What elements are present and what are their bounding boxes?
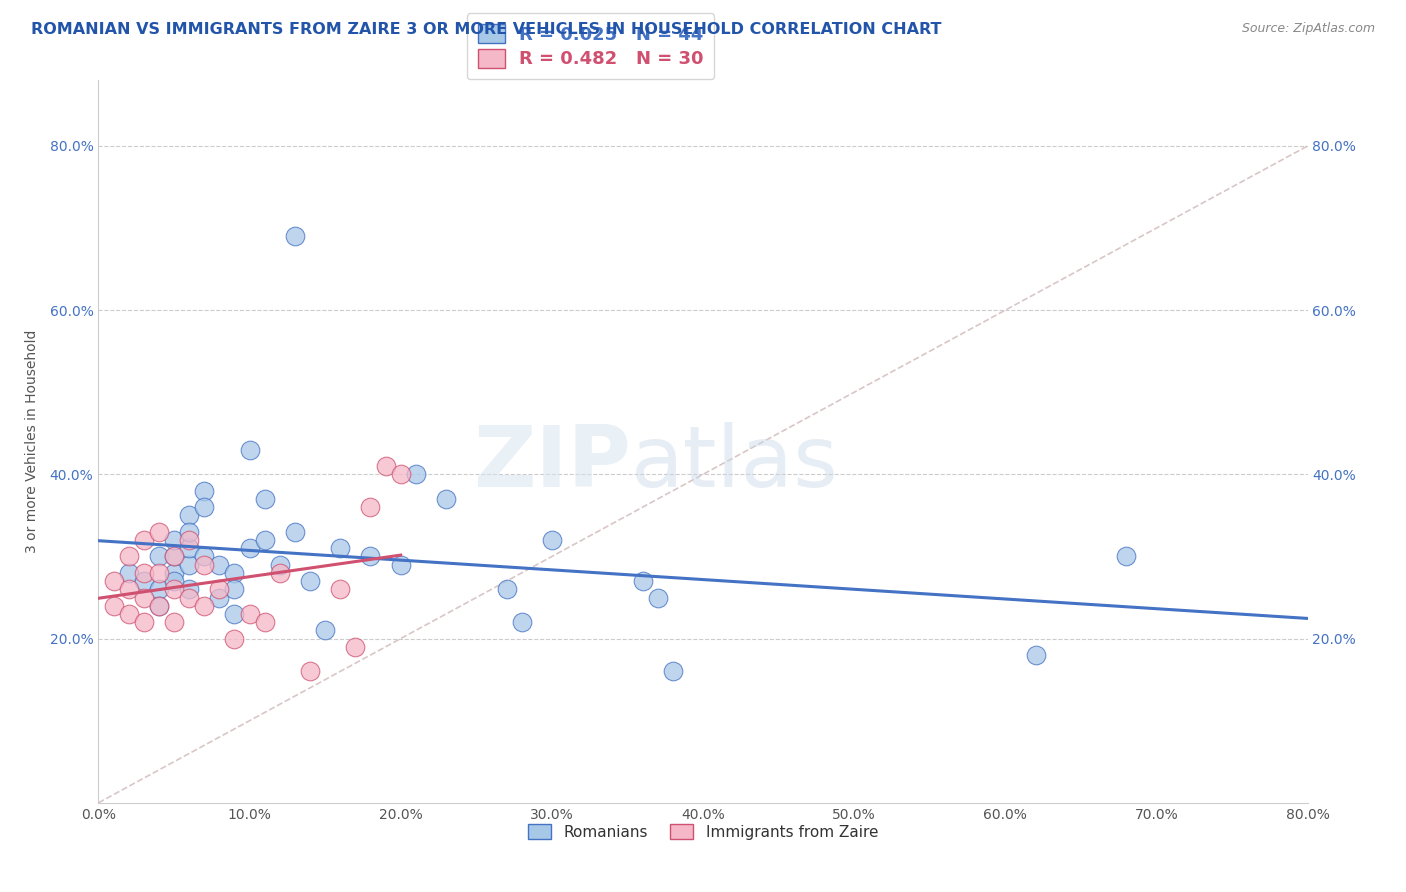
Point [163, 566, 186, 580]
Point [329, 582, 352, 597]
Point [253, 491, 276, 506]
Point [284, 229, 307, 244]
Point [647, 591, 669, 605]
Point [179, 558, 201, 572]
Point [224, 632, 246, 646]
Point [118, 582, 141, 597]
Point [179, 591, 201, 605]
Point [360, 549, 382, 564]
Point [179, 508, 201, 523]
Point [132, 615, 155, 630]
Point [163, 574, 186, 588]
Point [434, 491, 457, 506]
Point [224, 607, 246, 621]
Point [329, 541, 352, 556]
Point [224, 566, 246, 580]
Point [1024, 648, 1046, 662]
Point [148, 599, 170, 613]
Point [193, 599, 215, 613]
Point [132, 533, 155, 547]
Text: Source: ZipAtlas.com: Source: ZipAtlas.com [1241, 22, 1375, 36]
Point [253, 533, 276, 547]
Text: ZIP: ZIP [472, 422, 630, 505]
Text: ROMANIAN VS IMMIGRANTS FROM ZAIRE 3 OR MORE VEHICLES IN HOUSEHOLD CORRELATION CH: ROMANIAN VS IMMIGRANTS FROM ZAIRE 3 OR M… [31, 22, 942, 37]
Point [389, 467, 412, 482]
Point [148, 549, 170, 564]
Point [253, 615, 276, 630]
Point [132, 591, 155, 605]
Point [118, 607, 141, 621]
Point [193, 549, 215, 564]
Point [193, 558, 215, 572]
Point [314, 624, 336, 638]
Point [163, 615, 186, 630]
Point [344, 640, 367, 654]
Point [239, 442, 262, 457]
Point [360, 500, 382, 515]
Point [163, 533, 186, 547]
Legend: Romanians, Immigrants from Zaire: Romanians, Immigrants from Zaire [522, 818, 884, 846]
Point [269, 566, 291, 580]
Y-axis label: 3 or more Vehicles in Household: 3 or more Vehicles in Household [24, 330, 38, 553]
Point [208, 558, 231, 572]
Point [389, 558, 412, 572]
Point [103, 574, 125, 588]
Point [148, 599, 170, 613]
Point [239, 541, 262, 556]
Text: atlas: atlas [630, 422, 838, 505]
Point [239, 607, 262, 621]
Point [148, 566, 170, 580]
Point [132, 566, 155, 580]
Point [179, 541, 201, 556]
Point [148, 582, 170, 597]
Point [269, 558, 291, 572]
Point [179, 533, 201, 547]
Point [208, 582, 231, 597]
Point [540, 533, 562, 547]
Point [299, 574, 322, 588]
Point [208, 591, 231, 605]
Point [495, 582, 517, 597]
Point [132, 574, 155, 588]
Point [148, 524, 170, 539]
Point [224, 582, 246, 597]
Point [163, 549, 186, 564]
Point [193, 483, 215, 498]
Point [179, 524, 201, 539]
Point [163, 549, 186, 564]
Point [631, 574, 654, 588]
Point [374, 459, 396, 474]
Point [299, 665, 322, 679]
Point [118, 549, 141, 564]
Point [179, 582, 201, 597]
Point [193, 500, 215, 515]
Point [284, 524, 307, 539]
Point [118, 566, 141, 580]
Point [1115, 549, 1137, 564]
Point [510, 615, 533, 630]
Point [103, 599, 125, 613]
Point [661, 665, 683, 679]
Point [163, 582, 186, 597]
Point [405, 467, 427, 482]
